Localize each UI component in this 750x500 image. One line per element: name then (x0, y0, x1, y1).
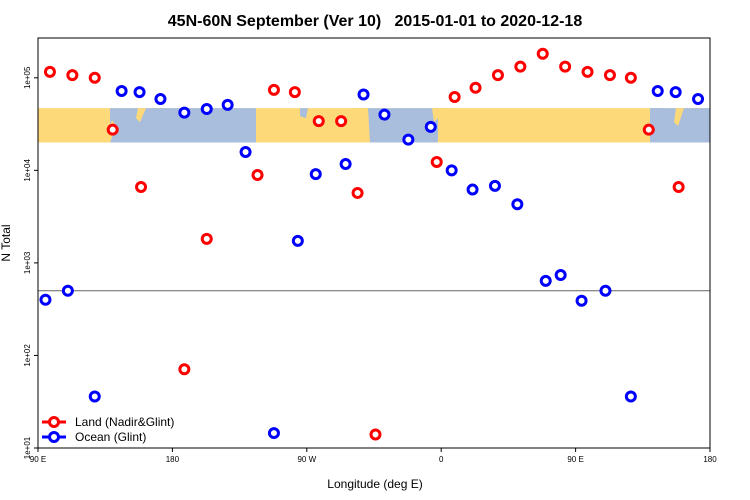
x-tick-label: 90 E (30, 455, 46, 464)
ocean-point (357, 88, 370, 101)
ocean-point (402, 133, 415, 146)
land-point (335, 115, 348, 128)
y-tick-label: 1e+03 (23, 251, 32, 274)
x-tick-label: 180 (703, 455, 717, 464)
land-point (88, 71, 101, 84)
ocean-point (445, 164, 458, 177)
land-point (200, 232, 213, 245)
land-point (603, 69, 616, 82)
land-point (430, 156, 443, 169)
ocean-point (133, 86, 146, 99)
ocean-point (378, 108, 391, 121)
land-point (267, 83, 280, 96)
britain-scandinavia-land (432, 108, 452, 123)
y-tick-label: 1e+01 (23, 436, 32, 459)
ocean-point (178, 106, 191, 119)
land-point (469, 81, 482, 94)
x-axis-label: Longitude (deg E) (327, 477, 422, 491)
land-point (66, 69, 79, 82)
ocean-point (575, 294, 588, 307)
ocean-point (291, 234, 304, 247)
ocean-point (511, 198, 524, 211)
ocean-point (599, 284, 612, 297)
land-point (178, 363, 191, 376)
newfoundland-land (352, 108, 370, 143)
land-point (642, 123, 655, 136)
ocean-point (39, 293, 52, 306)
ocean-point (309, 168, 322, 181)
land-point (491, 69, 504, 82)
ocean-point (488, 179, 501, 192)
ocean-point (115, 85, 128, 98)
ocean-point (424, 120, 437, 133)
ocean-point (692, 93, 705, 106)
ocean-point (651, 85, 664, 98)
chart-title: 45N-60N September (Ver 10) 2015-01-01 to… (168, 13, 583, 30)
legend-land-marker (48, 416, 60, 428)
land-point (135, 181, 148, 194)
map-band (38, 108, 710, 143)
land-point (559, 60, 572, 73)
y-tick-label: 1e+02 (23, 344, 32, 367)
land-point (369, 428, 382, 441)
x-tick-label: 90 E (567, 455, 583, 464)
land-point (251, 169, 264, 182)
land-point (43, 65, 56, 78)
ocean-point (339, 158, 352, 171)
ocean-point (239, 145, 252, 158)
land-point (514, 60, 527, 73)
land-point (536, 47, 549, 60)
land-point (581, 65, 594, 78)
sakhalin-land (674, 108, 684, 127)
legend-ocean-label: Ocean (Glint) (75, 430, 146, 444)
y-tick-label: 1e+05 (23, 66, 32, 89)
ocean-point (61, 284, 74, 297)
x-tick-label: 0 (439, 455, 444, 464)
ocean-point (200, 103, 213, 116)
land-point (448, 91, 461, 104)
x-tick-label: 90 W (297, 455, 316, 464)
y-axis-label: N Total (0, 224, 13, 261)
legend-ocean-marker (48, 431, 60, 443)
y-tick-label: 1e+04 (23, 159, 32, 182)
hudson-bay-ocean (300, 108, 308, 119)
ocean-point (624, 390, 637, 403)
ocean-point (539, 274, 552, 287)
ocean-point (154, 93, 167, 106)
ocean-point (221, 98, 234, 111)
land-point (288, 86, 301, 99)
ocean-point (466, 183, 479, 196)
land-point (312, 115, 325, 128)
ocean-point (669, 86, 682, 99)
x-tick-label: 180 (166, 455, 180, 464)
land-point (106, 123, 119, 136)
land-point (351, 186, 364, 199)
ocean-point (554, 269, 567, 282)
ocean-point (267, 427, 280, 440)
kamchatka-land (136, 108, 146, 123)
europe-coast-land (437, 128, 458, 143)
legend: Land (Nadir&Glint) Ocean (Glint) (42, 415, 174, 444)
ocean-point (88, 390, 101, 403)
legend-land-label: Land (Nadir&Glint) (75, 415, 174, 429)
plot-frame (37, 37, 711, 449)
land-point (624, 71, 637, 84)
land-point (672, 181, 685, 194)
